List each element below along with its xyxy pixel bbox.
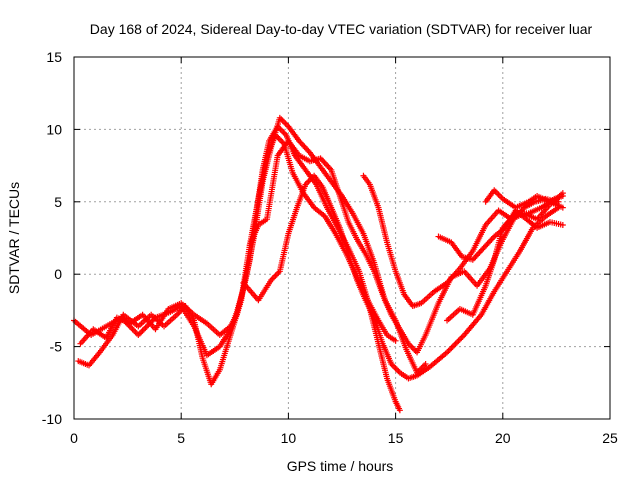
x-tick-label: 25 (602, 430, 618, 446)
y-tick-label: 5 (54, 194, 62, 210)
data-point (135, 332, 142, 339)
data-point (282, 120, 289, 127)
data-point (446, 346, 453, 353)
data-point (272, 272, 279, 279)
y-tick-label: 15 (46, 49, 62, 65)
data-point (559, 204, 566, 211)
ticks: 0 5 10 15 20 25 -10 -5 0 5 10 15 (42, 49, 618, 446)
data-point (131, 327, 138, 334)
data-point (396, 407, 403, 414)
data-point (451, 342, 458, 349)
data-point (459, 333, 466, 340)
data-point (132, 329, 139, 336)
data-point (141, 326, 148, 333)
data-point (494, 190, 501, 197)
data-point (452, 340, 459, 347)
data-point (128, 324, 135, 331)
data-point (392, 365, 399, 372)
grid (74, 57, 610, 419)
data-point (409, 345, 416, 352)
x-tick-label: 5 (177, 430, 185, 446)
data-point (391, 363, 398, 370)
series-8 (444, 193, 566, 324)
data-point (408, 343, 415, 350)
data-point (278, 137, 285, 144)
data-point (277, 126, 284, 133)
series-9 (482, 187, 566, 211)
data-point (271, 274, 278, 281)
series-6 (360, 172, 566, 310)
data-point (448, 345, 455, 352)
data-point (559, 193, 566, 200)
chart-title: Day 168 of 2024, Sidereal Day-to-day VTE… (90, 21, 593, 37)
x-tick-label: 10 (281, 430, 297, 446)
data-point (280, 129, 287, 136)
x-tick-label: 20 (495, 430, 511, 446)
x-tick-label: 15 (388, 430, 404, 446)
series-5 (240, 172, 562, 382)
data-point (273, 271, 280, 278)
data-point (278, 127, 285, 134)
data-point (142, 324, 149, 331)
data-point (455, 337, 462, 344)
data-point (392, 337, 399, 344)
data-point (559, 221, 566, 228)
data-point (139, 327, 146, 334)
plot-frame (73, 56, 611, 420)
data-point (136, 330, 143, 337)
x-axis-label: GPS time / hours (287, 458, 394, 474)
data-point (129, 326, 136, 333)
y-tick-label: 10 (46, 121, 62, 137)
data-point (445, 347, 452, 354)
data-point (411, 346, 418, 353)
data-point (496, 193, 503, 200)
data-point (454, 339, 461, 346)
data-point (495, 191, 502, 198)
y-axis-label: SDTVAR / TECUs (6, 182, 22, 294)
y-tick-label: 0 (54, 266, 62, 282)
data-point (456, 336, 463, 343)
x-tick-label: 0 (70, 430, 78, 446)
y-tick-label: -5 (50, 339, 63, 355)
series-layer (71, 114, 566, 414)
data-point (422, 360, 429, 367)
data-point (279, 117, 286, 124)
data-point (138, 329, 145, 336)
y-tick-label: -10 (42, 411, 62, 427)
data-point (394, 366, 401, 373)
data-point (449, 343, 456, 350)
data-point (458, 334, 465, 341)
